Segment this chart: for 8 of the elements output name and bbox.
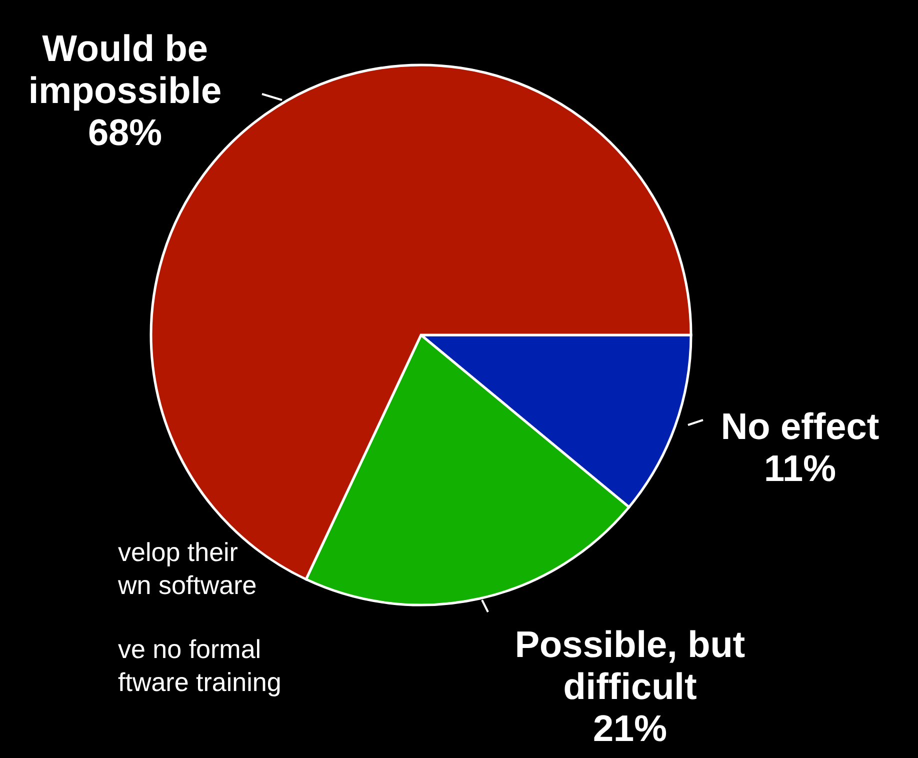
data-label: 68% (88, 112, 162, 153)
text: ve no formal ftware training (118, 634, 282, 697)
data-label: 11% (764, 448, 836, 489)
data-label: 21% (592, 708, 668, 749)
slice-label: Possible, but difficult (514, 624, 746, 707)
text: velop their wn software (117, 537, 257, 600)
slice-label: No effect (720, 406, 880, 447)
slice-label: Would be impossible (28, 28, 222, 111)
